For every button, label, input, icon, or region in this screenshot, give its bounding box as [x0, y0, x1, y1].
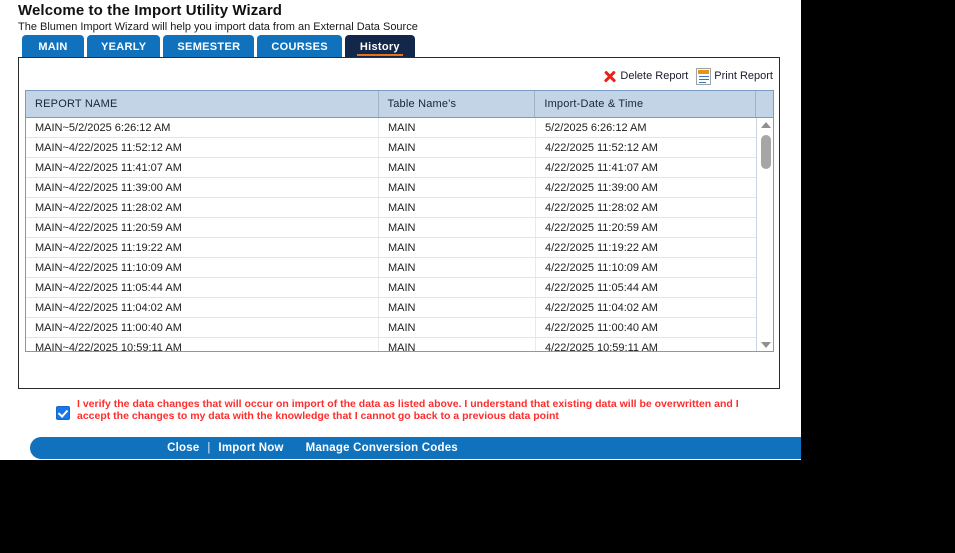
- table-row[interactable]: MAIN~5/2/2025 6:26:12 AM MAIN 5/2/2025 6:2…: [26, 118, 757, 138]
- triangle-up-icon: [760, 122, 771, 128]
- tab-main-label: MAIN: [38, 40, 68, 53]
- cell-report-name: MAIN~4/22/2025 11:10:09 AM: [26, 258, 379, 277]
- manage-conversion-codes-button[interactable]: Manage Conversion Codes: [305, 442, 458, 454]
- verify-checkbox[interactable]: [56, 406, 70, 420]
- cell-report-name: MAIN~4/22/2025 11:39:00 AM: [26, 178, 379, 197]
- cell-import-datetime: 4/22/2025 11:28:02 AM: [536, 198, 757, 217]
- table-row[interactable]: MAIN~4/22/2025 11:10:09 AM MAIN 4/22/2025 …: [26, 258, 757, 278]
- cell-import-datetime: 4/22/2025 11:10:09 AM: [536, 258, 757, 277]
- tab-courses[interactable]: COURSES: [257, 35, 342, 58]
- cell-report-name: MAIN~4/22/2025 11:28:02 AM: [26, 198, 379, 217]
- delete-report-label: Delete Report: [620, 70, 689, 82]
- red-x-icon: [602, 69, 617, 84]
- report-document-icon: [696, 67, 712, 85]
- verification-row: I verify the data changes that will occu…: [56, 398, 746, 422]
- grid-header-row: REPORT NAME Table Name's Import-Date & T…: [26, 91, 773, 118]
- cell-report-name: MAIN~4/22/2025 11:52:12 AM: [26, 138, 379, 157]
- table-row[interactable]: MAIN~4/22/2025 11:19:22 AM MAIN 4/22/2025 …: [26, 238, 757, 258]
- cell-table-name: MAIN: [379, 138, 536, 157]
- cell-import-datetime: 4/22/2025 11:05:44 AM: [536, 278, 757, 297]
- cell-import-datetime: 4/22/2025 11:19:22 AM: [536, 238, 757, 257]
- cell-import-datetime: 4/22/2025 11:20:59 AM: [536, 218, 757, 237]
- table-row[interactable]: MAIN~4/22/2025 11:28:02 AM MAIN 4/22/2025 …: [26, 198, 757, 218]
- import-now-button[interactable]: Import Now: [218, 442, 284, 454]
- scroll-up-button[interactable]: [757, 118, 773, 132]
- cell-import-datetime: 5/2/2025 6:26:12 AM: [536, 118, 757, 137]
- table-row[interactable]: MAIN~4/22/2025 11:39:00 AM MAIN 4/22/2025 …: [26, 178, 757, 198]
- cell-table-name: MAIN: [379, 238, 536, 257]
- cell-report-name: MAIN~4/22/2025 11:41:07 AM: [26, 158, 379, 177]
- column-header-import-datetime[interactable]: Import-Date & Time: [535, 91, 757, 117]
- cell-table-name: MAIN: [379, 258, 536, 277]
- triangle-down-icon: [760, 342, 771, 348]
- column-header-spacer: [756, 91, 773, 117]
- grid-vertical-scrollbar[interactable]: [756, 118, 773, 351]
- cell-import-datetime: 4/22/2025 10:59:11 AM: [536, 338, 757, 351]
- print-report-label: Print Report: [714, 70, 773, 82]
- action-separator: |: [207, 442, 211, 454]
- cell-table-name: MAIN: [379, 338, 536, 351]
- tab-yearly-label: YEARLY: [101, 40, 147, 53]
- table-row[interactable]: MAIN~4/22/2025 11:00:40 AM MAIN 4/22/2025 …: [26, 318, 757, 338]
- cell-import-datetime: 4/22/2025 11:00:40 AM: [536, 318, 757, 337]
- cell-report-name: MAIN~4/22/2025 11:04:02 AM: [26, 298, 379, 317]
- tab-history[interactable]: History: [344, 35, 415, 58]
- cell-report-name: MAIN~4/22/2025 11:20:59 AM: [26, 218, 379, 237]
- cell-import-datetime: 4/22/2025 11:41:07 AM: [536, 158, 757, 177]
- cell-table-name: MAIN: [379, 298, 536, 317]
- import-wizard-window: Welcome to the Import Utility Wizard The…: [0, 0, 801, 460]
- tab-history-label: History: [359, 40, 400, 53]
- report-toolbar: Delete Report Print Report: [602, 63, 773, 89]
- cell-report-name: MAIN~4/22/2025 10:59:11 AM: [26, 338, 379, 351]
- tab-yearly[interactable]: YEARLY: [87, 35, 161, 58]
- cell-report-name: MAIN~4/22/2025 11:05:44 AM: [26, 278, 379, 297]
- scrollbar-thumb[interactable]: [761, 135, 771, 169]
- cell-import-datetime: 4/22/2025 11:52:12 AM: [536, 138, 757, 157]
- delete-report-button[interactable]: Delete Report: [602, 69, 688, 84]
- cell-import-datetime: 4/22/2025 11:39:00 AM: [536, 178, 757, 197]
- wizard-action-bar: Close | Import Now Manage Conversion Cod…: [30, 437, 801, 459]
- close-button[interactable]: Close: [167, 442, 200, 454]
- cell-report-name: MAIN~5/2/2025 6:26:12 AM: [26, 118, 379, 137]
- history-panel: Delete Report Print Report REPORT NAME T…: [18, 57, 780, 389]
- table-row[interactable]: MAIN~4/22/2025 10:59:11 AM MAIN 4/22/2025 …: [26, 338, 757, 351]
- wizard-tab-strip: MAIN YEARLY SEMESTER COURSES History: [22, 35, 415, 58]
- verification-text: I verify the data changes that will occu…: [77, 398, 739, 422]
- grid-body: MAIN~5/2/2025 6:26:12 AM MAIN 5/2/2025 6:2…: [26, 118, 773, 351]
- table-row[interactable]: MAIN~4/22/2025 11:41:07 AM MAIN 4/22/2025 …: [26, 158, 757, 178]
- column-header-table-name[interactable]: Table Name's: [379, 91, 536, 117]
- cell-table-name: MAIN: [379, 278, 536, 297]
- active-tab-indicator: [356, 54, 403, 56]
- report-history-grid: REPORT NAME Table Name's Import-Date & T…: [25, 90, 774, 352]
- page-title: Welcome to the Import Utility Wizard: [18, 2, 283, 19]
- cell-table-name: MAIN: [379, 198, 536, 217]
- cell-table-name: MAIN: [379, 218, 536, 237]
- cell-table-name: MAIN: [379, 118, 536, 137]
- tab-courses-label: COURSES: [271, 40, 328, 53]
- table-row[interactable]: MAIN~4/22/2025 11:04:02 AM MAIN 4/22/2025 …: [26, 298, 757, 318]
- cell-report-name: MAIN~4/22/2025 11:19:22 AM: [26, 238, 379, 257]
- table-row[interactable]: MAIN~4/22/2025 11:20:59 AM MAIN 4/22/2025 …: [26, 218, 757, 238]
- cell-report-name: MAIN~4/22/2025 11:00:40 AM: [26, 318, 379, 337]
- cell-table-name: MAIN: [379, 318, 536, 337]
- tab-semester[interactable]: SEMESTER: [163, 35, 255, 58]
- wizard-header: Welcome to the Import Utility Wizard The…: [18, 2, 778, 34]
- tab-main[interactable]: MAIN: [22, 35, 84, 58]
- print-report-button[interactable]: Print Report: [696, 67, 773, 85]
- page-subtitle: The Blumen Import Wizard will help you i…: [18, 21, 418, 33]
- scroll-down-button[interactable]: [757, 338, 773, 351]
- cell-table-name: MAIN: [379, 158, 536, 177]
- tab-semester-label: SEMESTER: [177, 40, 241, 53]
- table-row[interactable]: MAIN~4/22/2025 11:05:44 AM MAIN 4/22/2025 …: [26, 278, 757, 298]
- column-header-report-name[interactable]: REPORT NAME: [26, 91, 379, 117]
- cell-import-datetime: 4/22/2025 11:04:02 AM: [536, 298, 757, 317]
- grid-row-container: MAIN~5/2/2025 6:26:12 AM MAIN 5/2/2025 6:2…: [26, 118, 757, 351]
- cell-table-name: MAIN: [379, 178, 536, 197]
- table-row[interactable]: MAIN~4/22/2025 11:52:12 AM MAIN 4/22/2025 …: [26, 138, 757, 158]
